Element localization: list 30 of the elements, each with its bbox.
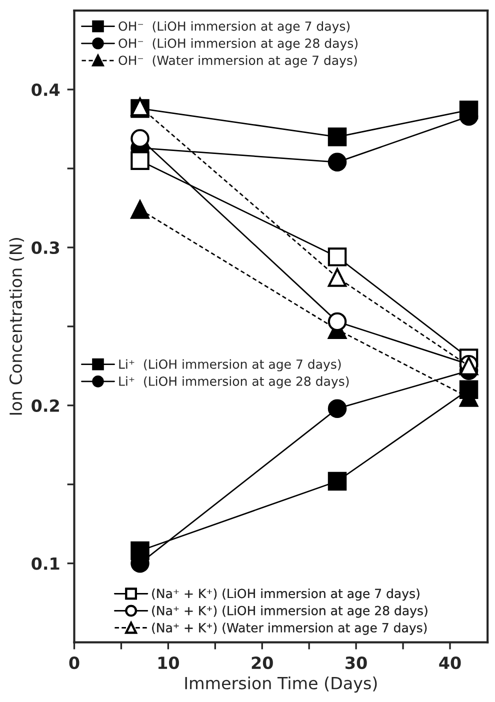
point bbox=[130, 200, 150, 219]
point bbox=[328, 248, 347, 266]
point bbox=[328, 128, 347, 146]
y-tick-label: 0.2 bbox=[32, 399, 59, 412]
legend-label: Li⁺ (LiOH immersion at age 7 days) bbox=[119, 359, 341, 372]
legend-label: Li⁺ (LiOH immersion at age 28 days) bbox=[119, 376, 349, 388]
legend-label: OH⁻ (LiOH immersion at age 7 days) bbox=[118, 21, 350, 34]
point bbox=[328, 268, 347, 287]
x-tick-label: 30 bbox=[346, 656, 367, 670]
point bbox=[130, 151, 150, 170]
point bbox=[328, 472, 347, 491]
legend-label: (Na⁺ + K⁺) (LiOH immersion at age 7 days) bbox=[152, 588, 420, 601]
point bbox=[328, 312, 347, 332]
x-tick-label: 40 bbox=[439, 656, 461, 670]
y-tick-label: 0.1 bbox=[32, 557, 60, 570]
x-tick-label: 10 bbox=[158, 656, 179, 670]
legend-label: (Na⁺ + K⁺) (LiOH immersion at age 28 days) bbox=[152, 606, 428, 618]
point bbox=[328, 399, 347, 418]
point bbox=[130, 129, 150, 148]
point bbox=[328, 152, 347, 172]
x-axis-title: Immersion Time (Days) bbox=[185, 676, 377, 693]
x-tick-label: 20 bbox=[252, 656, 273, 670]
x-tick-label: 0 bbox=[69, 656, 80, 670]
legend-label: OH⁻ (Water immersion at age 7 days) bbox=[118, 55, 357, 68]
y-tick-label: 0.3 bbox=[32, 241, 60, 254]
legend-label: OH⁻ (LiOH immersion at age 28 days) bbox=[118, 38, 358, 50]
legend-label: (Na⁺ + K⁺) (Water immersion at age 7 days) bbox=[152, 622, 427, 635]
y-axis-title: Ion Concentration (N) bbox=[9, 238, 24, 415]
y-tick-label: 0.4 bbox=[32, 83, 60, 96]
point bbox=[459, 380, 478, 399]
